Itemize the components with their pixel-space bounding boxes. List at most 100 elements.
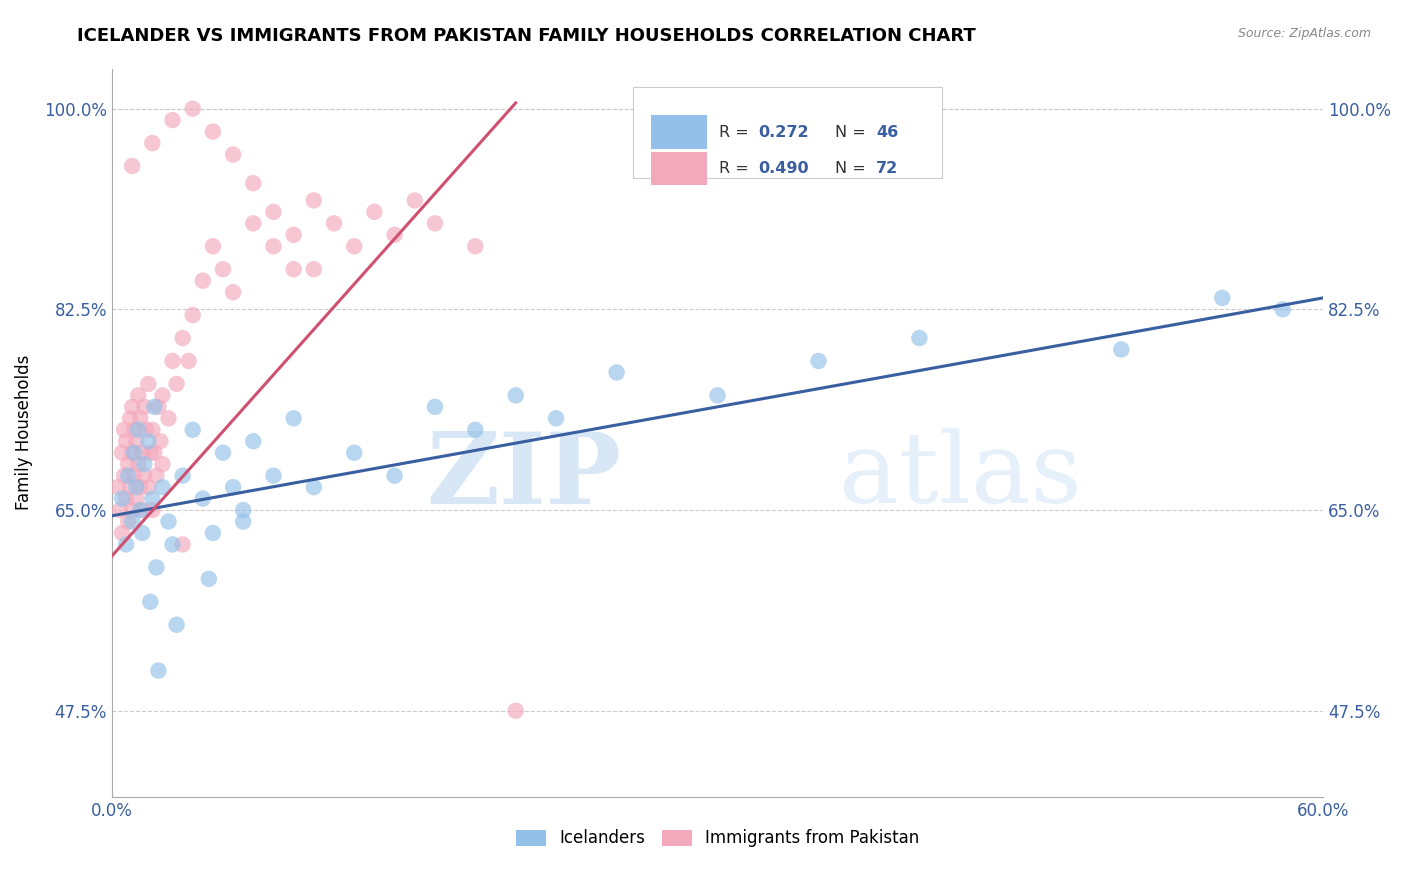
Point [122,446,145,460]
Point [1271,302,1294,317]
Point [181,102,204,116]
Point [122,423,145,437]
Point [242,434,264,449]
Point [423,216,446,230]
Point [384,227,406,242]
Point [807,354,830,368]
Point [145,468,167,483]
Point [162,113,184,128]
Point [139,595,162,609]
Point [201,526,224,541]
Point [172,331,194,345]
Point [262,239,284,253]
Point [135,423,157,437]
Point [177,354,200,368]
Point [108,503,131,517]
Point [111,446,134,460]
Point [172,537,194,551]
Point [127,423,149,437]
Point [232,515,254,529]
Text: 0.272: 0.272 [759,125,810,140]
Point [139,446,162,460]
Point [1109,343,1132,357]
Text: Source: ZipAtlas.com: Source: ZipAtlas.com [1237,27,1371,40]
Point [152,457,174,471]
Point [111,526,134,541]
Point [606,366,628,380]
Point [141,503,163,517]
Point [148,400,170,414]
Point [1211,291,1233,305]
Point [384,468,406,483]
Point [505,704,527,718]
Text: 0.490: 0.490 [759,161,810,176]
Point [212,262,235,277]
Point [129,411,152,425]
Point [117,468,139,483]
Point [122,468,145,483]
Point [141,423,163,437]
Point [117,515,139,529]
Text: R =: R = [718,161,754,176]
Point [129,503,152,517]
Text: 46: 46 [876,125,898,140]
Point [121,400,143,414]
Point [198,572,221,586]
Point [191,274,214,288]
Point [149,434,172,449]
Point [222,147,245,161]
Point [125,491,148,506]
Point [191,491,214,506]
Point [157,515,180,529]
Point [112,423,135,437]
Point [125,434,148,449]
Point [544,411,567,425]
Point [136,434,159,449]
Point [152,388,174,402]
Point [121,159,143,173]
Y-axis label: Family Households: Family Households [15,355,32,510]
Point [262,468,284,483]
Point [115,434,138,449]
Point [120,480,142,494]
Point [181,308,204,322]
Point [706,388,728,402]
Point [343,446,366,460]
Point [143,446,166,460]
Point [131,503,153,517]
Point [136,376,159,391]
Point [172,468,194,483]
Point [423,400,446,414]
Point [302,262,325,277]
Point [134,468,156,483]
Point [212,446,235,460]
FancyBboxPatch shape [633,87,942,178]
Point [363,205,385,219]
Legend: Icelanders, Immigrants from Pakistan: Icelanders, Immigrants from Pakistan [509,822,927,854]
Point [134,400,156,414]
Point [120,411,142,425]
Point [404,194,426,208]
Point [121,503,143,517]
Point [162,537,184,551]
Point [131,446,153,460]
Point [131,526,153,541]
Point [157,411,180,425]
Point [908,331,931,345]
Point [181,423,204,437]
Point [222,285,245,300]
Point [242,216,264,230]
Point [166,617,188,632]
Point [121,446,143,460]
Text: 72: 72 [876,161,898,176]
Point [145,560,167,574]
Text: R =: R = [718,125,754,140]
Point [242,176,264,190]
Point [152,480,174,494]
Point [283,411,305,425]
Text: ICELANDER VS IMMIGRANTS FROM PAKISTAN FAMILY HOUSEHOLDS CORRELATION CHART: ICELANDER VS IMMIGRANTS FROM PAKISTAN FA… [77,27,976,45]
Point [115,491,138,506]
Point [302,194,325,208]
Point [302,480,325,494]
Text: ZIP: ZIP [426,428,620,524]
